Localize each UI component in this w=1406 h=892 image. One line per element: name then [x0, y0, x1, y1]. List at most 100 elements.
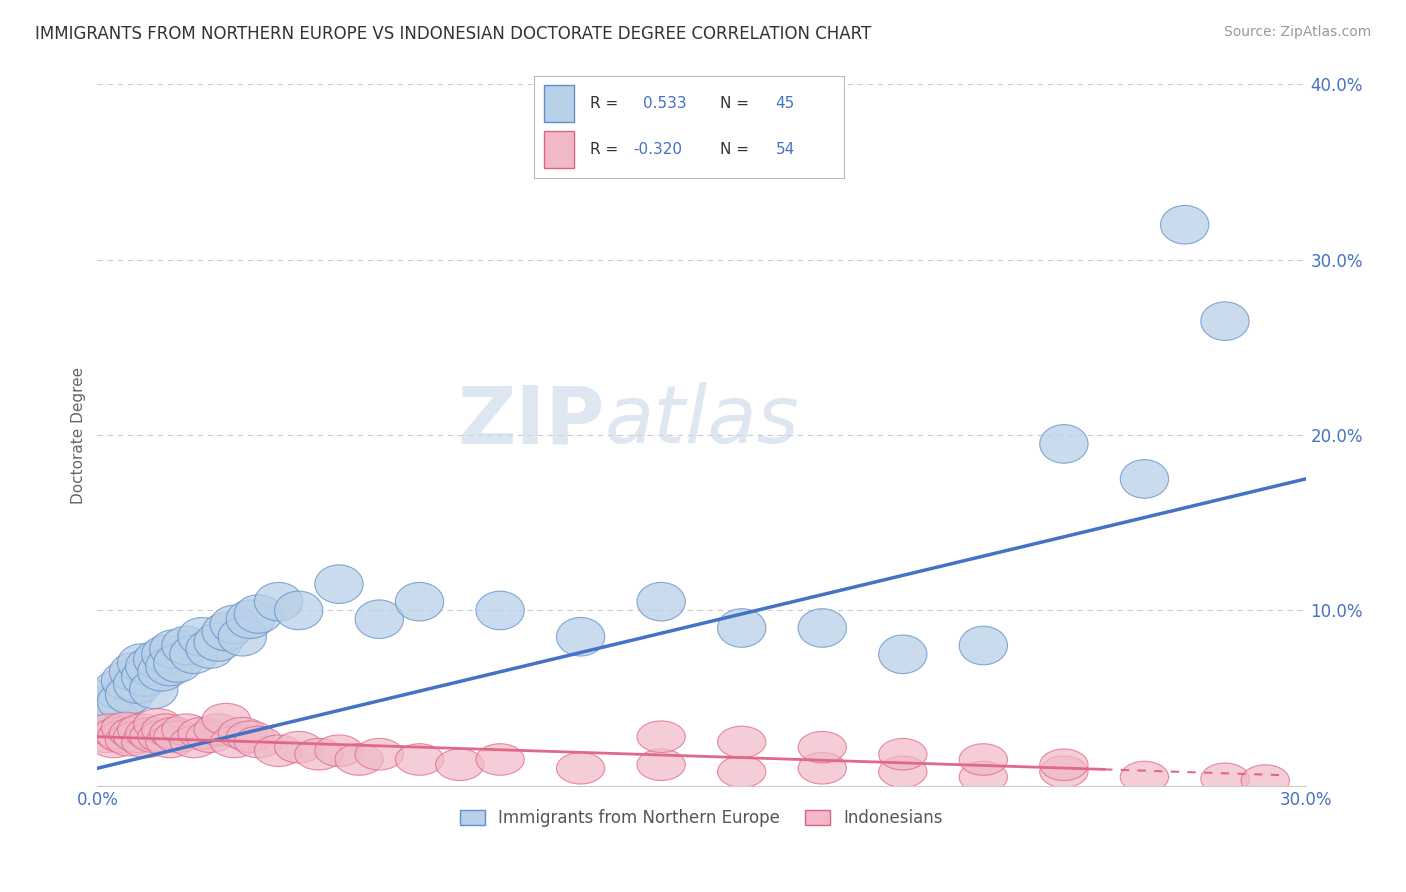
Ellipse shape: [146, 726, 194, 757]
Ellipse shape: [125, 648, 174, 686]
Text: IMMIGRANTS FROM NORTHERN EUROPE VS INDONESIAN DOCTORATE DEGREE CORRELATION CHART: IMMIGRANTS FROM NORTHERN EUROPE VS INDON…: [35, 25, 872, 43]
Ellipse shape: [149, 717, 198, 749]
Ellipse shape: [170, 726, 218, 757]
Ellipse shape: [202, 704, 250, 735]
Ellipse shape: [90, 697, 138, 735]
Ellipse shape: [1241, 764, 1289, 797]
Ellipse shape: [93, 670, 142, 708]
Ellipse shape: [1039, 756, 1088, 788]
Ellipse shape: [218, 717, 267, 749]
Ellipse shape: [637, 721, 685, 753]
Y-axis label: Doctorate Degree: Doctorate Degree: [72, 367, 86, 504]
Ellipse shape: [162, 714, 209, 746]
Ellipse shape: [356, 739, 404, 770]
Ellipse shape: [194, 623, 242, 661]
Ellipse shape: [717, 608, 766, 648]
Ellipse shape: [125, 717, 174, 749]
Ellipse shape: [226, 600, 274, 639]
Ellipse shape: [637, 582, 685, 621]
Ellipse shape: [959, 744, 1008, 775]
Ellipse shape: [1121, 459, 1168, 499]
Ellipse shape: [436, 749, 484, 780]
Ellipse shape: [209, 605, 259, 644]
Ellipse shape: [186, 721, 235, 753]
Ellipse shape: [799, 753, 846, 784]
Text: Source: ZipAtlas.com: Source: ZipAtlas.com: [1223, 25, 1371, 39]
Text: 0.533: 0.533: [643, 96, 686, 111]
Ellipse shape: [1039, 749, 1088, 780]
Ellipse shape: [114, 721, 162, 753]
Text: 45: 45: [776, 96, 794, 111]
Ellipse shape: [90, 726, 138, 757]
Ellipse shape: [879, 756, 927, 788]
Ellipse shape: [121, 657, 170, 697]
Ellipse shape: [82, 721, 129, 753]
Ellipse shape: [557, 753, 605, 784]
Ellipse shape: [1201, 763, 1249, 795]
Text: 54: 54: [776, 142, 794, 157]
Ellipse shape: [138, 721, 186, 753]
Ellipse shape: [110, 653, 157, 691]
Ellipse shape: [86, 714, 134, 746]
Ellipse shape: [153, 721, 202, 753]
Ellipse shape: [138, 653, 186, 691]
Ellipse shape: [146, 648, 194, 686]
Ellipse shape: [356, 600, 404, 639]
Text: R =: R =: [591, 96, 619, 111]
Ellipse shape: [134, 708, 181, 740]
Ellipse shape: [1121, 761, 1168, 793]
Ellipse shape: [295, 739, 343, 770]
Ellipse shape: [105, 724, 153, 756]
Ellipse shape: [959, 761, 1008, 793]
Ellipse shape: [395, 582, 444, 621]
Ellipse shape: [194, 714, 242, 746]
Ellipse shape: [86, 679, 134, 717]
Ellipse shape: [179, 617, 226, 656]
Ellipse shape: [315, 565, 363, 603]
Ellipse shape: [97, 721, 146, 753]
Ellipse shape: [1201, 301, 1249, 341]
Text: N =: N =: [720, 96, 749, 111]
Ellipse shape: [475, 591, 524, 630]
Ellipse shape: [142, 714, 190, 746]
Text: atlas: atlas: [605, 382, 800, 460]
Ellipse shape: [97, 682, 146, 721]
Ellipse shape: [170, 635, 218, 673]
Ellipse shape: [129, 670, 179, 708]
Ellipse shape: [315, 735, 363, 766]
Ellipse shape: [209, 726, 259, 757]
Ellipse shape: [218, 617, 267, 656]
Text: -0.320: -0.320: [633, 142, 682, 157]
Ellipse shape: [114, 665, 162, 704]
Ellipse shape: [254, 582, 302, 621]
Ellipse shape: [121, 726, 170, 757]
Ellipse shape: [134, 640, 181, 679]
Ellipse shape: [799, 731, 846, 763]
Ellipse shape: [879, 635, 927, 673]
Ellipse shape: [93, 717, 142, 749]
Ellipse shape: [142, 635, 190, 673]
Ellipse shape: [226, 721, 274, 753]
Ellipse shape: [118, 714, 166, 746]
Ellipse shape: [1160, 205, 1209, 244]
Text: N =: N =: [720, 142, 749, 157]
Ellipse shape: [129, 721, 179, 753]
Ellipse shape: [149, 630, 198, 668]
Ellipse shape: [202, 612, 250, 651]
Ellipse shape: [179, 717, 226, 749]
Ellipse shape: [799, 608, 846, 648]
Ellipse shape: [235, 595, 283, 633]
Ellipse shape: [959, 626, 1008, 665]
Ellipse shape: [153, 644, 202, 682]
Text: R =: R =: [591, 142, 619, 157]
Legend: Immigrants from Northern Europe, Indonesians: Immigrants from Northern Europe, Indones…: [453, 802, 949, 833]
Ellipse shape: [717, 726, 766, 757]
Ellipse shape: [105, 675, 153, 714]
Ellipse shape: [101, 712, 149, 744]
Ellipse shape: [254, 735, 302, 766]
Ellipse shape: [395, 744, 444, 775]
Ellipse shape: [118, 644, 166, 682]
Ellipse shape: [101, 661, 149, 700]
Ellipse shape: [82, 688, 129, 726]
Ellipse shape: [162, 626, 209, 665]
